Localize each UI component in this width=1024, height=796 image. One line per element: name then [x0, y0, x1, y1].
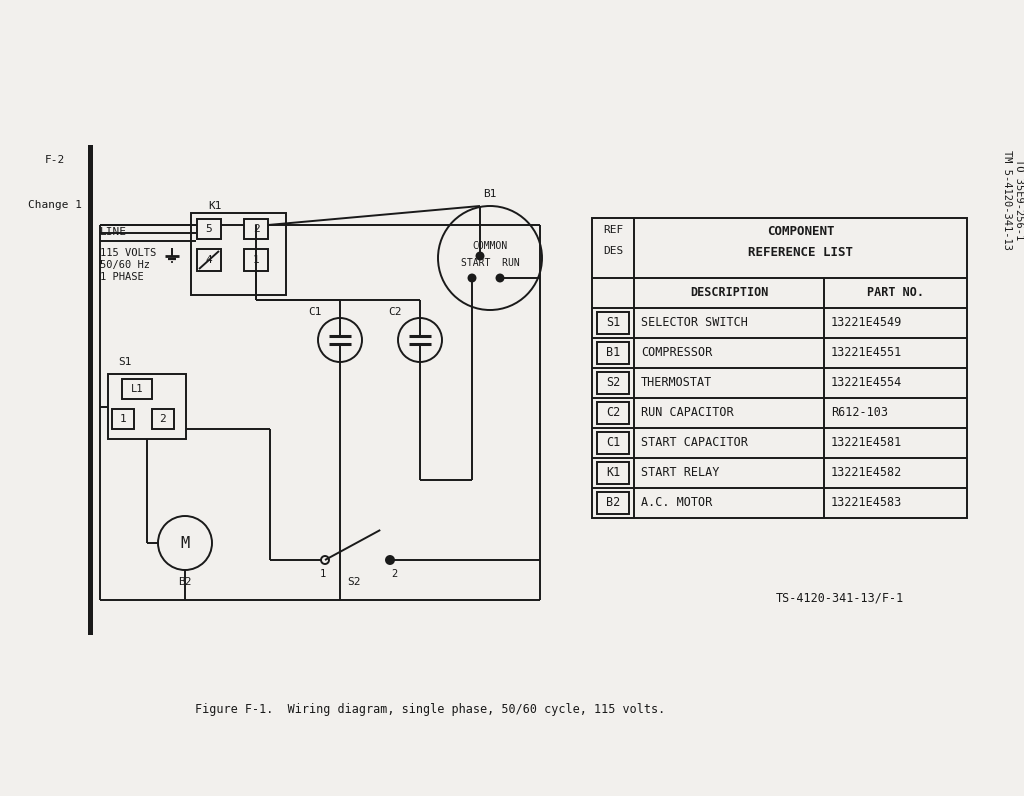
- Bar: [597, 492, 629, 514]
- Bar: [597, 372, 629, 394]
- Bar: [88, 145, 93, 635]
- Text: START  RUN: START RUN: [461, 258, 519, 268]
- Bar: [108, 374, 186, 439]
- Text: 13221E4582: 13221E4582: [831, 466, 902, 479]
- Bar: [597, 342, 629, 364]
- Text: 1 PHASE: 1 PHASE: [100, 272, 143, 282]
- Bar: [197, 249, 221, 271]
- Bar: [597, 402, 629, 424]
- Text: S2: S2: [347, 577, 360, 587]
- Text: 13221E4583: 13221E4583: [831, 497, 902, 509]
- Text: 2: 2: [253, 224, 259, 234]
- Text: K1: K1: [208, 201, 221, 211]
- Text: C1: C1: [606, 436, 621, 450]
- Text: S2: S2: [606, 377, 621, 389]
- Text: C2: C2: [388, 307, 401, 317]
- Circle shape: [386, 556, 394, 564]
- Text: F-2: F-2: [45, 155, 66, 165]
- Text: B1: B1: [606, 346, 621, 360]
- Text: S1: S1: [606, 317, 621, 330]
- Text: TS-4120-341-13/F-1: TS-4120-341-13/F-1: [776, 591, 904, 604]
- Text: Change 1: Change 1: [28, 200, 82, 210]
- Text: B2: B2: [606, 497, 621, 509]
- Text: 2: 2: [160, 414, 166, 424]
- Text: COMPRESSOR: COMPRESSOR: [641, 346, 713, 360]
- Text: 13221E4549: 13221E4549: [831, 317, 902, 330]
- Text: TM 5-4120-341-13: TM 5-4120-341-13: [1002, 150, 1012, 250]
- Bar: [597, 462, 629, 484]
- Text: B1: B1: [483, 189, 497, 199]
- Bar: [244, 219, 268, 239]
- Circle shape: [469, 275, 475, 282]
- Text: THERMOSTAT: THERMOSTAT: [641, 377, 713, 389]
- Bar: [152, 409, 174, 429]
- Text: L1: L1: [131, 384, 143, 394]
- Text: A.C. MOTOR: A.C. MOTOR: [641, 497, 713, 509]
- Text: START RELAY: START RELAY: [641, 466, 720, 479]
- Text: B2: B2: [178, 577, 191, 587]
- Text: C2: C2: [606, 407, 621, 419]
- Circle shape: [497, 275, 504, 282]
- Text: 5: 5: [206, 224, 212, 234]
- Text: 1: 1: [319, 569, 326, 579]
- Text: 115 VOLTS: 115 VOLTS: [100, 248, 157, 258]
- Text: DESCRIPTION: DESCRIPTION: [690, 287, 768, 299]
- Text: COMPONENT: COMPONENT: [767, 225, 835, 238]
- Bar: [122, 379, 152, 399]
- Text: REF: REF: [603, 225, 624, 235]
- Text: TO 35E9-256-1: TO 35E9-256-1: [1014, 159, 1024, 240]
- Text: COMMON: COMMON: [472, 241, 508, 251]
- Text: 13221E4551: 13221E4551: [831, 346, 902, 360]
- Text: 50/60 Hz: 50/60 Hz: [100, 260, 150, 270]
- Bar: [597, 312, 629, 334]
- Text: LINE: LINE: [100, 227, 127, 237]
- Text: M: M: [180, 536, 189, 551]
- Bar: [244, 249, 268, 271]
- Circle shape: [476, 252, 483, 259]
- Text: 4: 4: [206, 255, 212, 265]
- Text: DES: DES: [603, 246, 624, 256]
- Text: REFERENCE LIST: REFERENCE LIST: [748, 246, 853, 259]
- Text: S1: S1: [118, 357, 131, 367]
- Bar: [597, 432, 629, 454]
- Text: C1: C1: [308, 307, 322, 317]
- Text: PART NO.: PART NO.: [867, 287, 924, 299]
- Text: 13221E4554: 13221E4554: [831, 377, 902, 389]
- Text: SELECTOR SWITCH: SELECTOR SWITCH: [641, 317, 748, 330]
- Bar: [592, 218, 967, 518]
- Bar: [197, 219, 221, 239]
- Text: 1: 1: [253, 255, 259, 265]
- Text: Figure F-1.  Wiring diagram, single phase, 50/60 cycle, 115 volts.: Figure F-1. Wiring diagram, single phase…: [195, 704, 666, 716]
- Text: K1: K1: [606, 466, 621, 479]
- Text: START CAPACITOR: START CAPACITOR: [641, 436, 748, 450]
- Text: 1: 1: [120, 414, 126, 424]
- Bar: [112, 409, 134, 429]
- Text: R612-103: R612-103: [831, 407, 888, 419]
- Text: RUN CAPACITOR: RUN CAPACITOR: [641, 407, 733, 419]
- Text: 13221E4581: 13221E4581: [831, 436, 902, 450]
- Text: 2: 2: [391, 569, 397, 579]
- Bar: [191, 213, 286, 295]
